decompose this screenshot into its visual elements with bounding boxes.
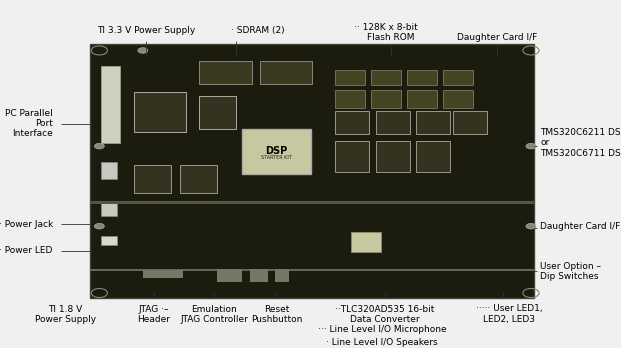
Bar — [101, 66, 120, 143]
Bar — [371, 90, 401, 108]
Bar — [134, 92, 186, 132]
Bar — [335, 141, 369, 172]
Text: DSP: DSP — [265, 147, 288, 156]
Bar — [443, 90, 473, 108]
Bar — [275, 269, 289, 282]
Bar — [376, 141, 410, 172]
Text: TMS320C6211 DSP
or
TMS320C6711 DSP: TMS320C6211 DSP or TMS320C6711 DSP — [540, 128, 621, 158]
Bar — [335, 90, 365, 108]
Text: User Option –
Dip Switches: User Option – Dip Switches — [540, 262, 601, 281]
Text: Reset
Pushbutton: Reset Pushbutton — [251, 304, 302, 324]
Text: Emulation
JTAG Controller: Emulation JTAG Controller — [180, 304, 248, 324]
Bar — [90, 201, 534, 204]
Bar — [101, 236, 117, 245]
Bar — [217, 269, 242, 282]
Text: PC Parallel
Port
Interface: PC Parallel Port Interface — [5, 109, 53, 139]
Circle shape — [94, 143, 104, 149]
Circle shape — [526, 223, 536, 229]
Text: · Power Jack: · Power Jack — [0, 220, 53, 229]
Text: Daughter Card I/F ·: Daughter Card I/F · — [540, 222, 621, 231]
Text: TI 1.8 V
Power Supply: TI 1.8 V Power Supply — [35, 304, 96, 324]
Bar — [101, 162, 117, 179]
Bar — [335, 70, 365, 85]
Bar — [407, 70, 437, 85]
Bar — [90, 269, 534, 271]
Text: ····· User LED1,
LED2, LED3: ····· User LED1, LED2, LED3 — [476, 304, 543, 324]
Bar — [199, 61, 252, 84]
Bar — [335, 111, 369, 134]
Text: Flash ROM: Flash ROM — [368, 33, 415, 42]
Text: ·· 128K x 8-bit: ·· 128K x 8-bit — [355, 23, 418, 32]
Text: ··· Line Level I/O Microphone: ··· Line Level I/O Microphone — [317, 325, 446, 334]
Text: ··TLC320AD535 16-bit
Data Converter: ··TLC320AD535 16-bit Data Converter — [335, 304, 435, 324]
Text: · SDRAM (2): · SDRAM (2) — [231, 26, 284, 35]
Text: · Line Level I/O Speakers: · Line Level I/O Speakers — [326, 338, 438, 347]
Text: · Power LED: · Power LED — [0, 246, 53, 255]
Bar — [351, 232, 381, 252]
Bar — [376, 111, 410, 134]
Bar — [416, 111, 450, 134]
Bar — [101, 203, 117, 216]
Text: JTAG ·–
Header: JTAG ·– Header — [137, 304, 171, 324]
Bar — [416, 141, 450, 172]
Circle shape — [526, 143, 536, 149]
Circle shape — [94, 223, 104, 229]
Bar — [407, 90, 437, 108]
Bar — [443, 70, 473, 85]
Text: STARTER KIT: STARTER KIT — [261, 155, 292, 160]
Bar — [260, 61, 312, 84]
Bar — [90, 44, 534, 298]
Bar — [250, 269, 268, 282]
Bar — [242, 129, 310, 174]
Text: TI 3.3 V Power Supply: TI 3.3 V Power Supply — [97, 26, 195, 35]
Circle shape — [138, 48, 148, 53]
Bar — [453, 111, 487, 134]
Bar — [371, 70, 401, 85]
Text: Daughter Card I/F: Daughter Card I/F — [456, 33, 537, 42]
Bar — [143, 270, 183, 278]
Bar — [199, 96, 236, 129]
Bar — [134, 165, 171, 193]
Bar — [180, 165, 217, 193]
